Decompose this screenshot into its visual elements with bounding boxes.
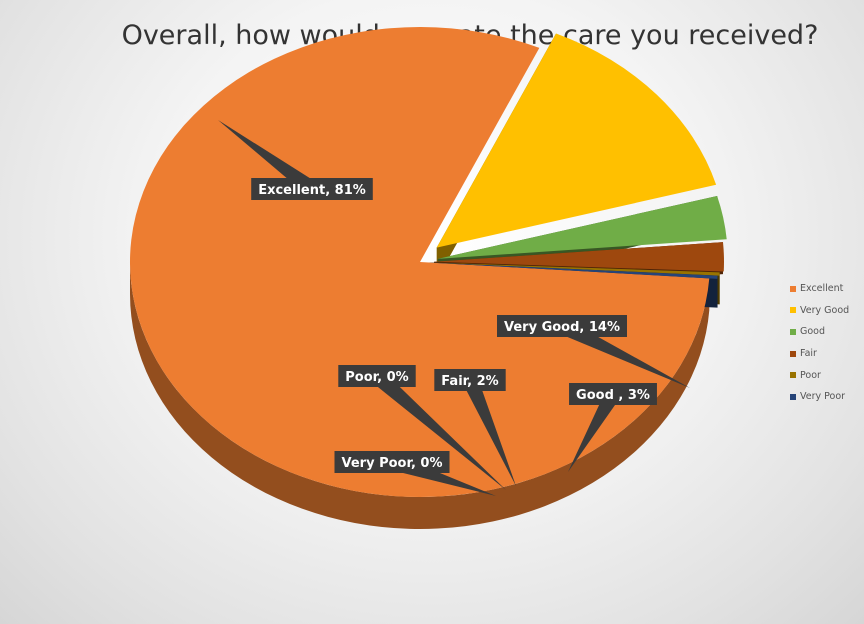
data-label-fair: Fair, 2% xyxy=(441,374,498,389)
legend-item-poor: Poor xyxy=(790,364,849,386)
slice-good xyxy=(437,195,727,259)
legend-swatch xyxy=(790,328,796,335)
legend-label: Good xyxy=(800,326,826,338)
legend-swatch xyxy=(790,393,796,400)
callout-pointer xyxy=(218,120,317,196)
callout-box xyxy=(569,383,657,405)
callout-pointer xyxy=(568,390,620,472)
slice-very-good xyxy=(436,33,717,248)
legend-swatch xyxy=(790,285,796,292)
callout-pointer xyxy=(462,376,516,486)
data-labels: Excellent, 81% Very Good, 14% Good , 3% Fai… xyxy=(218,120,690,496)
data-label-poor: Poor, 0% xyxy=(345,370,408,385)
legend-label: Very Good xyxy=(800,304,850,316)
legend-swatch xyxy=(790,350,796,357)
slice-excellent xyxy=(129,26,710,497)
data-label-good: Good , 3% xyxy=(576,388,650,403)
slice-very-poor xyxy=(427,262,718,279)
data-label-very-good: Very Good, 14% xyxy=(504,320,620,335)
legend-label: Poor xyxy=(800,369,821,381)
slice-poor xyxy=(429,262,720,276)
legend-item-fair: Fair xyxy=(790,343,849,365)
data-label-very-poor: Very Poor, 0% xyxy=(341,456,442,471)
legend-item-excellent: Excellent xyxy=(790,278,849,300)
legend-label: Excellent xyxy=(800,283,844,295)
callout-pointer xyxy=(371,370,506,490)
legend-item-very-poor: Very Poor xyxy=(790,386,849,408)
slice-fair xyxy=(433,242,724,272)
callout-box xyxy=(338,365,416,387)
legend: Excellent Very Good Good Fair Poor Very Poor xyxy=(790,278,849,408)
pie-tops xyxy=(129,26,727,497)
callout-box xyxy=(334,451,450,473)
legend-item-good: Good xyxy=(790,321,849,343)
callout-box xyxy=(497,315,627,337)
legend-label: Very Poor xyxy=(800,391,846,403)
legend-swatch xyxy=(790,372,796,379)
legend-swatch xyxy=(790,307,796,314)
legend-item-very-good: Very Good xyxy=(790,300,849,322)
callout-box xyxy=(434,369,506,391)
legend-label: Fair xyxy=(800,348,817,360)
callout-box xyxy=(251,178,373,200)
data-label-excellent: Excellent, 81% xyxy=(258,183,366,198)
